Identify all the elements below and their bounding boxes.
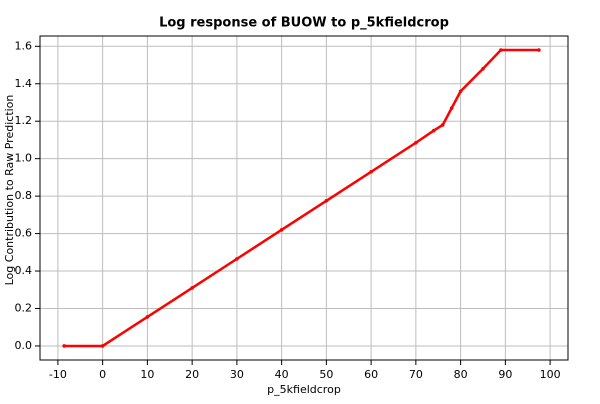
y-tick-label: 1.4	[15, 77, 33, 90]
x-tick-label: 90	[498, 368, 512, 381]
data-point	[481, 66, 485, 71]
y-tick-label: 1.0	[15, 152, 33, 165]
y-tick-label: 0.8	[15, 189, 33, 202]
data-point	[190, 286, 194, 290]
x-axis-label: p_5kfieldcrop	[267, 383, 341, 396]
y-tick-label: 0.6	[15, 227, 33, 240]
plot-frame	[39, 35, 569, 361]
data-point	[499, 48, 503, 52]
data-point	[100, 344, 105, 348]
x-tick-label: 70	[409, 368, 423, 381]
x-tick-label: 20	[185, 368, 199, 381]
data-point	[145, 315, 150, 319]
data-point	[324, 199, 329, 203]
x-tick-label: 60	[364, 368, 378, 381]
x-tick-label: 50	[319, 368, 333, 381]
data-point	[235, 257, 239, 261]
x-tick-label: 0	[99, 368, 106, 381]
x-tick-label: 30	[230, 368, 244, 381]
data-point	[458, 89, 463, 94]
data-point	[537, 48, 541, 52]
x-tick-label: -10	[49, 368, 67, 381]
data-point	[279, 228, 284, 232]
x-tick-label: 80	[454, 368, 468, 381]
x-tick-label: 10	[140, 368, 154, 381]
data-point	[414, 140, 418, 145]
y-tick-label: 0.0	[15, 339, 33, 352]
data-point	[431, 128, 436, 133]
y-tick-label: 1.6	[15, 39, 33, 52]
data-point	[440, 123, 445, 127]
x-tick-label: 100	[540, 368, 561, 381]
chart-title: Log response of BUOW to p_5kfieldcrop	[159, 16, 449, 31]
y-tick-label: 0.2	[15, 301, 33, 314]
y-tick-label: 0.4	[15, 264, 33, 277]
y-tick-label: 1.2	[15, 114, 33, 127]
y-axis-label: Log Contribution to Raw Prediction	[3, 95, 16, 286]
data-line	[64, 48, 539, 348]
data-point	[369, 169, 373, 174]
x-tick-label: 40	[275, 368, 289, 381]
data-point	[62, 344, 66, 348]
data-point	[449, 106, 454, 110]
